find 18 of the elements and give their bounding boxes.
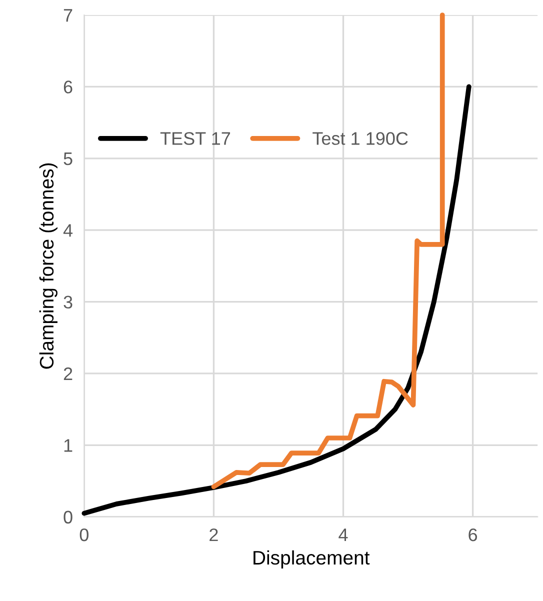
legend-label: Test 1 190C [312,132,408,145]
y-tick-label: 4 [63,224,73,237]
y-tick-label: 0 [64,510,72,524]
y-tick-label: 3 [64,296,72,309]
y-tick-label: 5 [64,152,72,166]
line-series [211,12,445,490]
x-axis-title: Displacement [254,550,370,568]
x-tick-label: 4 [338,528,348,542]
y-axis-title: Clamping force (tonnes) [39,163,58,369]
x-tick-label: 0 [80,528,88,542]
y-tick-label: 7 [64,9,72,22]
y-tick-label: 6 [64,80,72,94]
y-tick-label: 1 [64,439,72,452]
x-tick-label: 6 [468,528,478,542]
line-series [82,84,472,516]
y-tick-label: 2 [64,367,72,380]
legend-label: TEST 17 [160,132,230,145]
x-tick-label: 2 [210,528,218,542]
